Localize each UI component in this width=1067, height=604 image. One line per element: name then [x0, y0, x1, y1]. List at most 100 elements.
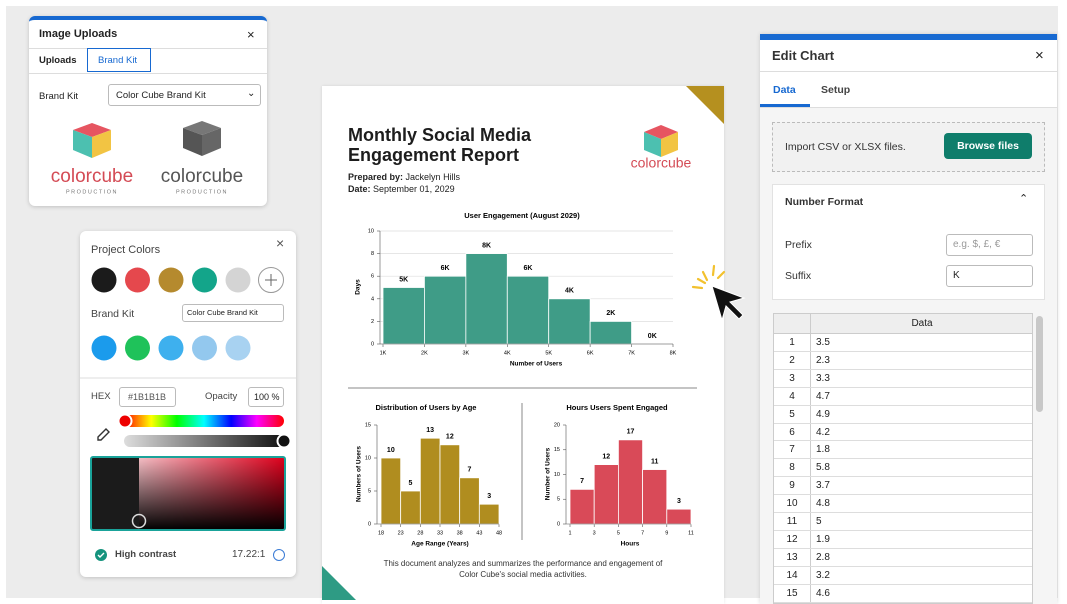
table-header — [774, 314, 1032, 334]
row-number: 13 — [786, 551, 798, 563]
meta-label: Date: — [348, 184, 371, 194]
document-page: Monthly Social Media Engagement Report P… — [322, 86, 724, 604]
color-swatch[interactable] — [125, 335, 150, 361]
cell[interactable]: 3.3 — [816, 372, 830, 384]
logo-tagline: PRODUCTION — [176, 189, 228, 195]
row-number: 8 — [789, 462, 795, 474]
button-label[interactable]: Browse files — [957, 140, 1019, 152]
cell[interactable]: 4.7 — [816, 390, 830, 402]
table-row-divider — [774, 547, 1032, 549]
table-row-divider — [774, 458, 1032, 460]
row-number: 15 — [786, 587, 798, 599]
panel-title: Image Uploads — [39, 28, 118, 40]
cell[interactable]: 2.8 — [816, 551, 830, 563]
row-number: 5 — [789, 408, 795, 420]
cell[interactable]: 1.9 — [816, 533, 830, 545]
input-value[interactable]: K — [953, 270, 960, 281]
cell[interactable]: 4.8 — [816, 498, 830, 510]
meta-value: Jackelyn Hills — [405, 172, 461, 182]
panel-header — [760, 40, 1057, 108]
table-row-divider — [774, 565, 1032, 567]
row-number: 4 — [789, 390, 795, 402]
cell[interactable]: 2.3 — [816, 354, 830, 366]
select[interactable] — [182, 304, 284, 322]
scrollbar-thumb[interactable] — [1036, 316, 1043, 412]
color-swatch[interactable] — [91, 267, 117, 293]
eyedropper-icon[interactable] — [97, 428, 110, 441]
tab[interactable]: Setup — [821, 84, 851, 96]
hex-input[interactable] — [119, 387, 176, 407]
decoration — [183, 128, 202, 156]
tab[interactable]: Uploads — [39, 55, 77, 66]
select-value[interactable]: Color Cube Brand Kit — [187, 308, 258, 317]
table-row-divider — [774, 476, 1032, 478]
select[interactable] — [108, 84, 261, 106]
opacity-slider[interactable] — [124, 435, 284, 447]
color-swatch[interactable] — [225, 267, 251, 293]
opacity-input[interactable] — [248, 387, 284, 407]
color-controls — [80, 267, 296, 561]
table-row-divider — [774, 404, 1032, 406]
opacity-value[interactable]: 100 % — [254, 392, 280, 402]
select-value[interactable]: Color Cube Brand Kit — [116, 90, 206, 101]
edit-chart-panel: Edit Chart × Data Setup Import CSV or XL… — [760, 34, 1057, 604]
row-number: 12 — [786, 533, 798, 545]
table-row-divider — [774, 601, 1032, 603]
label: Brand Kit — [39, 91, 79, 102]
chevron: ⌄ — [247, 88, 256, 99]
info-icon[interactable] — [273, 549, 285, 561]
color-swatch[interactable] — [192, 335, 217, 361]
browse-button[interactable] — [944, 133, 1032, 159]
color-swatch[interactable] — [225, 335, 251, 361]
cell[interactable]: 4.2 — [816, 426, 830, 438]
row-number: 10 — [786, 498, 798, 510]
tab-active[interactable] — [87, 48, 151, 72]
row-number: 1 — [789, 337, 795, 348]
cell[interactable]: 4.9 — [816, 408, 830, 420]
chevron[interactable]: ⌃ — [1019, 193, 1029, 205]
section-title[interactable]: Number Format — [785, 196, 864, 208]
decoration — [73, 130, 92, 158]
image-uploads-panel: Image Uploads × Uploads Brand Kit Brand … — [29, 16, 267, 206]
plus-icon — [265, 274, 277, 286]
decoration — [202, 128, 221, 156]
contrast-value: 17.22:1 — [232, 549, 266, 560]
tab-active[interactable]: Data — [773, 84, 796, 96]
column-header: Data — [911, 318, 933, 329]
color-panel: Project Colors × Brand Kit Color Cube Br… — [80, 231, 296, 577]
color-swatch[interactable] — [192, 267, 217, 293]
check-mark — [97, 552, 105, 558]
hex-value[interactable]: #1B1B1B — [128, 392, 167, 402]
suffix-input[interactable] — [946, 265, 1033, 287]
color-swatch[interactable] — [158, 335, 184, 361]
cell[interactable]: 5 — [816, 516, 822, 527]
cell[interactable]: 3.7 — [816, 480, 830, 492]
table-row-divider — [774, 386, 1032, 388]
color-swatch[interactable] — [125, 267, 150, 293]
table-row-divider — [774, 422, 1032, 424]
color-swatch[interactable] — [91, 335, 117, 361]
hue-slider[interactable] — [124, 415, 284, 427]
cell[interactable]: 5.8 — [816, 462, 830, 474]
section-title: Project Colors — [91, 244, 161, 256]
color-swatch[interactable] — [158, 267, 184, 293]
slider-handle[interactable] — [117, 413, 133, 429]
row-number: 2 — [789, 354, 795, 366]
tab[interactable]: Brand Kit — [98, 55, 138, 66]
slider-handle[interactable] — [276, 433, 292, 449]
cell[interactable]: 3.5 — [816, 337, 830, 348]
close-button[interactable]: × — [247, 27, 255, 42]
cell[interactable]: 1.8 — [816, 444, 830, 456]
logo-tagline: PRODUCTION — [66, 189, 118, 195]
input-placeholder[interactable]: e.g. $, £, € — [953, 239, 1001, 250]
picker-handle[interactable] — [131, 513, 147, 529]
prefix-input[interactable] — [946, 234, 1033, 256]
document-title: Monthly Social Media Engagement Report — [348, 125, 532, 165]
cell[interactable]: 3.2 — [816, 569, 830, 581]
row-number: 7 — [789, 444, 795, 456]
close-button[interactable]: × — [276, 235, 285, 251]
cell[interactable]: 4.6 — [816, 587, 830, 599]
close-button[interactable]: × — [1035, 47, 1044, 64]
